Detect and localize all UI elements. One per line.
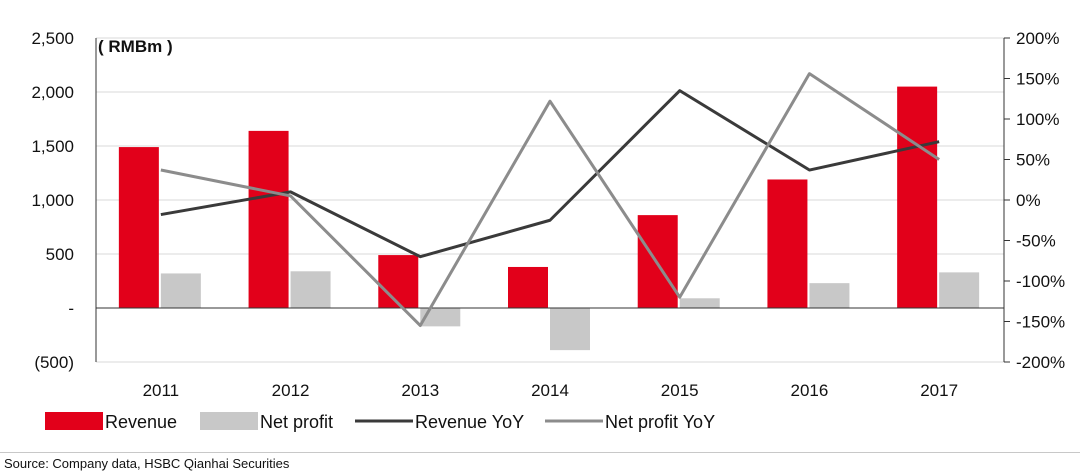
revenue-bar bbox=[248, 130, 289, 308]
net-profit-bar bbox=[420, 308, 461, 327]
net-profit-bar bbox=[679, 298, 720, 308]
net-profit-bar bbox=[550, 308, 590, 351]
right-tick-label: 50% bbox=[1016, 151, 1050, 170]
right-tick-label: -150% bbox=[1016, 313, 1065, 332]
net-profit-bar bbox=[290, 271, 331, 308]
legend-label: Net profit YoY bbox=[605, 412, 715, 432]
left-tick-label: (500) bbox=[34, 353, 74, 372]
bar-series bbox=[118, 86, 980, 351]
legend-label: Revenue bbox=[105, 412, 177, 432]
footer-divider bbox=[0, 452, 1080, 453]
left-tick-label: - bbox=[68, 299, 74, 318]
revenue-bar bbox=[767, 179, 808, 308]
net-profit-bar bbox=[160, 273, 201, 308]
right-tick-label: -100% bbox=[1016, 272, 1065, 291]
right-tick-label: 0% bbox=[1016, 191, 1041, 210]
x-tick-label: 2016 bbox=[791, 381, 829, 400]
revenue-bar bbox=[118, 147, 159, 308]
net-profit-bar bbox=[939, 272, 980, 308]
x-tick-label: 2012 bbox=[272, 381, 310, 400]
right-tick-label: -200% bbox=[1016, 353, 1065, 372]
right-tick-label: 100% bbox=[1016, 110, 1059, 129]
left-tick-label: 1,000 bbox=[31, 191, 74, 210]
x-tick-label: 2015 bbox=[661, 381, 699, 400]
legend-label: Revenue YoY bbox=[415, 412, 524, 432]
x-tick-label: 2011 bbox=[143, 381, 180, 400]
right-tick-label: 150% bbox=[1016, 70, 1059, 89]
left-tick-label: 2,500 bbox=[31, 29, 74, 48]
left-tick-label: 1,500 bbox=[31, 137, 74, 156]
x-tick-label: 2017 bbox=[920, 381, 958, 400]
right-tick-label: 200% bbox=[1016, 29, 1059, 48]
left-axis-tick-labels: (500) - 500 1,000 1,500 2,000 2,500 bbox=[31, 29, 74, 372]
revenue-yoy-line bbox=[160, 89, 940, 259]
unit-label: ( RMBm ) bbox=[98, 37, 173, 56]
legend: Revenue Net profit Revenue YoY Net profit Y… bbox=[45, 412, 715, 432]
axes bbox=[95, 37, 1010, 363]
x-tick-label: 2014 bbox=[531, 381, 569, 400]
revenue-bar bbox=[378, 255, 419, 308]
legend-swatch bbox=[45, 412, 103, 430]
left-tick-label: 500 bbox=[46, 245, 74, 264]
x-axis-tick-labels: 2011 2012 2013 2014 2015 2016 2017 bbox=[143, 381, 958, 400]
x-tick-label: 2013 bbox=[401, 381, 439, 400]
right-tick-label: -50% bbox=[1016, 232, 1056, 251]
net-profit-yoy-line bbox=[160, 72, 940, 328]
left-tick-label: 2,000 bbox=[31, 83, 74, 102]
combo-chart: (500) - 500 1,000 1,500 2,000 2,500 -200% -150%… bbox=[31, 29, 1065, 432]
line-series bbox=[160, 72, 940, 328]
net-profit-bar bbox=[809, 283, 850, 308]
revenue-bar bbox=[897, 86, 938, 308]
right-axis-tick-labels: -200% -150% -100% -50% 0% 50% 100% 150% 200% bbox=[1016, 29, 1065, 372]
legend-label: Net profit bbox=[260, 412, 333, 432]
source-note: Source: Company data, HSBC Qianhai Secur… bbox=[4, 456, 290, 471]
revenue-bar bbox=[508, 266, 548, 308]
legend-swatch bbox=[200, 412, 258, 430]
